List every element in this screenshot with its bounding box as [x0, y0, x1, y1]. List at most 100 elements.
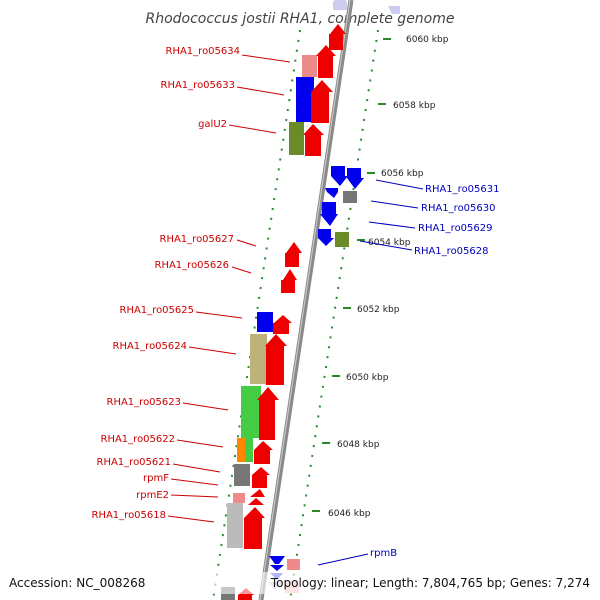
gene-arrow[interactable] — [316, 45, 336, 78]
gene-box[interactable] — [289, 122, 304, 155]
gene-arrow[interactable] — [265, 334, 287, 385]
leader-line — [182, 402, 229, 411]
gene-label-text: RHA1_ro05618 — [92, 510, 167, 521]
gene-box[interactable] — [250, 334, 267, 384]
gene-arrow[interactable] — [333, 0, 347, 10]
leader-line — [375, 179, 424, 190]
gene-arrow[interactable] — [254, 441, 273, 464]
gene-arrow[interactable] — [244, 507, 265, 549]
gene-arrow[interactable] — [325, 188, 338, 198]
gene-label[interactable]: RHA1_ro05625 — [120, 305, 243, 319]
gene-arrow[interactable] — [257, 387, 279, 440]
gene-arrow[interactable] — [331, 166, 348, 186]
kbp-tick-label: 6060 kbp — [406, 35, 449, 45]
gene-label-text: RHA1_ro05628 — [414, 246, 489, 257]
leader-line — [236, 239, 257, 247]
kbp-tick: 6048 kbp — [322, 440, 380, 450]
gene-label-text: RHA1_ro05634 — [166, 46, 241, 57]
gene-arrow[interactable] — [248, 498, 264, 505]
leader-line — [176, 439, 224, 448]
gene-arrow[interactable] — [311, 80, 333, 123]
gene-label[interactable]: RHA1_ro05628 — [359, 240, 489, 257]
reverse-strand-features — [268, 6, 400, 593]
gene-label[interactable]: galU2 — [198, 119, 277, 134]
gene-arrow[interactable] — [320, 202, 338, 226]
gene-arrow[interactable] — [250, 489, 265, 497]
gene-label[interactable]: RHA1_ro05629 — [368, 221, 493, 234]
leader-line — [231, 266, 252, 274]
gene-box[interactable] — [302, 55, 317, 77]
gene-arrow[interactable] — [318, 229, 334, 246]
gene-label[interactable]: RHA1_ro05618 — [92, 510, 215, 523]
kbp-tick-label: 6054 kbp — [368, 238, 411, 248]
gene-box[interactable] — [233, 493, 245, 503]
gene-label-text: rpmF — [143, 473, 169, 484]
gene-label[interactable]: rpmF — [143, 473, 219, 486]
gene-arrow[interactable] — [329, 24, 346, 50]
kbp-tick: 6046 kbp — [312, 509, 371, 519]
map-title: Rhodococcus jostii RHA1, complete genome — [145, 11, 454, 27]
gene-box[interactable] — [257, 312, 273, 332]
leader-line — [236, 86, 285, 96]
gene-label[interactable]: RHA1_ro05630 — [370, 200, 496, 214]
gene-label[interactable]: RHA1_ro05623 — [107, 397, 229, 411]
gene-box[interactable] — [245, 438, 253, 462]
gene-arrow[interactable] — [388, 6, 400, 14]
leader-line — [241, 54, 291, 63]
gene-arrow[interactable] — [285, 242, 302, 267]
forward-strand-features — [221, 0, 347, 600]
gene-label-text: RHA1_ro05629 — [418, 223, 493, 234]
gene-label-text: RHA1_ro05630 — [421, 203, 496, 214]
gene-box[interactable] — [335, 232, 349, 247]
leader-line — [170, 494, 219, 498]
reverse-gene-labels: RHA1_ro05631 RHA1_ro05630 RHA1_ro05629 R… — [317, 179, 500, 566]
leader-line — [167, 515, 215, 523]
leader-line — [170, 478, 219, 486]
gene-label[interactable]: rpmB — [317, 548, 397, 566]
gene-box[interactable] — [296, 77, 314, 122]
gene-box[interactable] — [234, 464, 250, 486]
gene-label-text: RHA1_ro05625 — [120, 305, 195, 316]
gene-label-text: rpmB — [370, 548, 397, 559]
gene-arrow[interactable] — [273, 315, 292, 334]
forward-gene-labels: RHA1_ro05634 RHA1_ro05633 galU2 RHA1_ro0… — [92, 46, 291, 523]
leader-line — [359, 240, 413, 251]
gene-box[interactable] — [241, 386, 261, 438]
gene-label[interactable]: RHA1_ro05627 — [160, 234, 257, 247]
gene-label[interactable]: RHA1_ro05621 — [97, 457, 221, 473]
genome-axis-highlight — [259, 0, 351, 600]
gene-box[interactable] — [343, 191, 357, 203]
leader-line — [228, 124, 277, 134]
leader-line — [317, 553, 369, 566]
gene-label-text: RHA1_ro05621 — [97, 457, 172, 468]
gene-arrow[interactable] — [269, 556, 285, 564]
gene-label[interactable]: RHA1_ro05626 — [155, 260, 252, 274]
gene-arrow[interactable] — [252, 467, 270, 488]
right-dotted-guide — [289, 29, 379, 600]
gene-label-text: galU2 — [198, 119, 227, 130]
kbp-tick-label: 6048 kbp — [337, 440, 380, 450]
kbp-scale: 6060 kbp 6058 kbp 6056 kbp 6054 kbp 6052… — [312, 35, 449, 519]
gene-box[interactable] — [287, 559, 300, 570]
gene-label[interactable]: RHA1_ro05624 — [113, 341, 237, 355]
gene-arrow[interactable] — [281, 269, 297, 293]
gene-label[interactable]: RHA1_ro05634 — [166, 46, 291, 63]
gene-label[interactable]: RHA1_ro05633 — [161, 80, 285, 96]
accession-text: Accession: NC_008268 — [9, 576, 145, 590]
gene-label-text: RHA1_ro05633 — [161, 80, 236, 91]
leader-line — [172, 463, 221, 473]
gene-label-text: RHA1_ro05622 — [101, 434, 176, 445]
gene-box[interactable] — [237, 438, 245, 462]
kbp-tick-label: 6046 kbp — [328, 509, 371, 519]
gene-arrow[interactable] — [303, 124, 324, 156]
leader-line — [188, 346, 237, 355]
gene-box[interactable] — [227, 503, 243, 548]
leader-line — [370, 200, 419, 209]
gene-arrow[interactable] — [347, 168, 364, 189]
gene-label[interactable]: RHA1_ro05622 — [101, 434, 224, 448]
kbp-tick: 6058 kbp — [378, 101, 436, 111]
kbp-tick-label: 6050 kbp — [346, 373, 389, 383]
gene-label[interactable]: rpmE2 — [136, 490, 219, 501]
gene-arrow[interactable] — [270, 565, 284, 571]
gene-label[interactable]: RHA1_ro05631 — [375, 179, 500, 195]
